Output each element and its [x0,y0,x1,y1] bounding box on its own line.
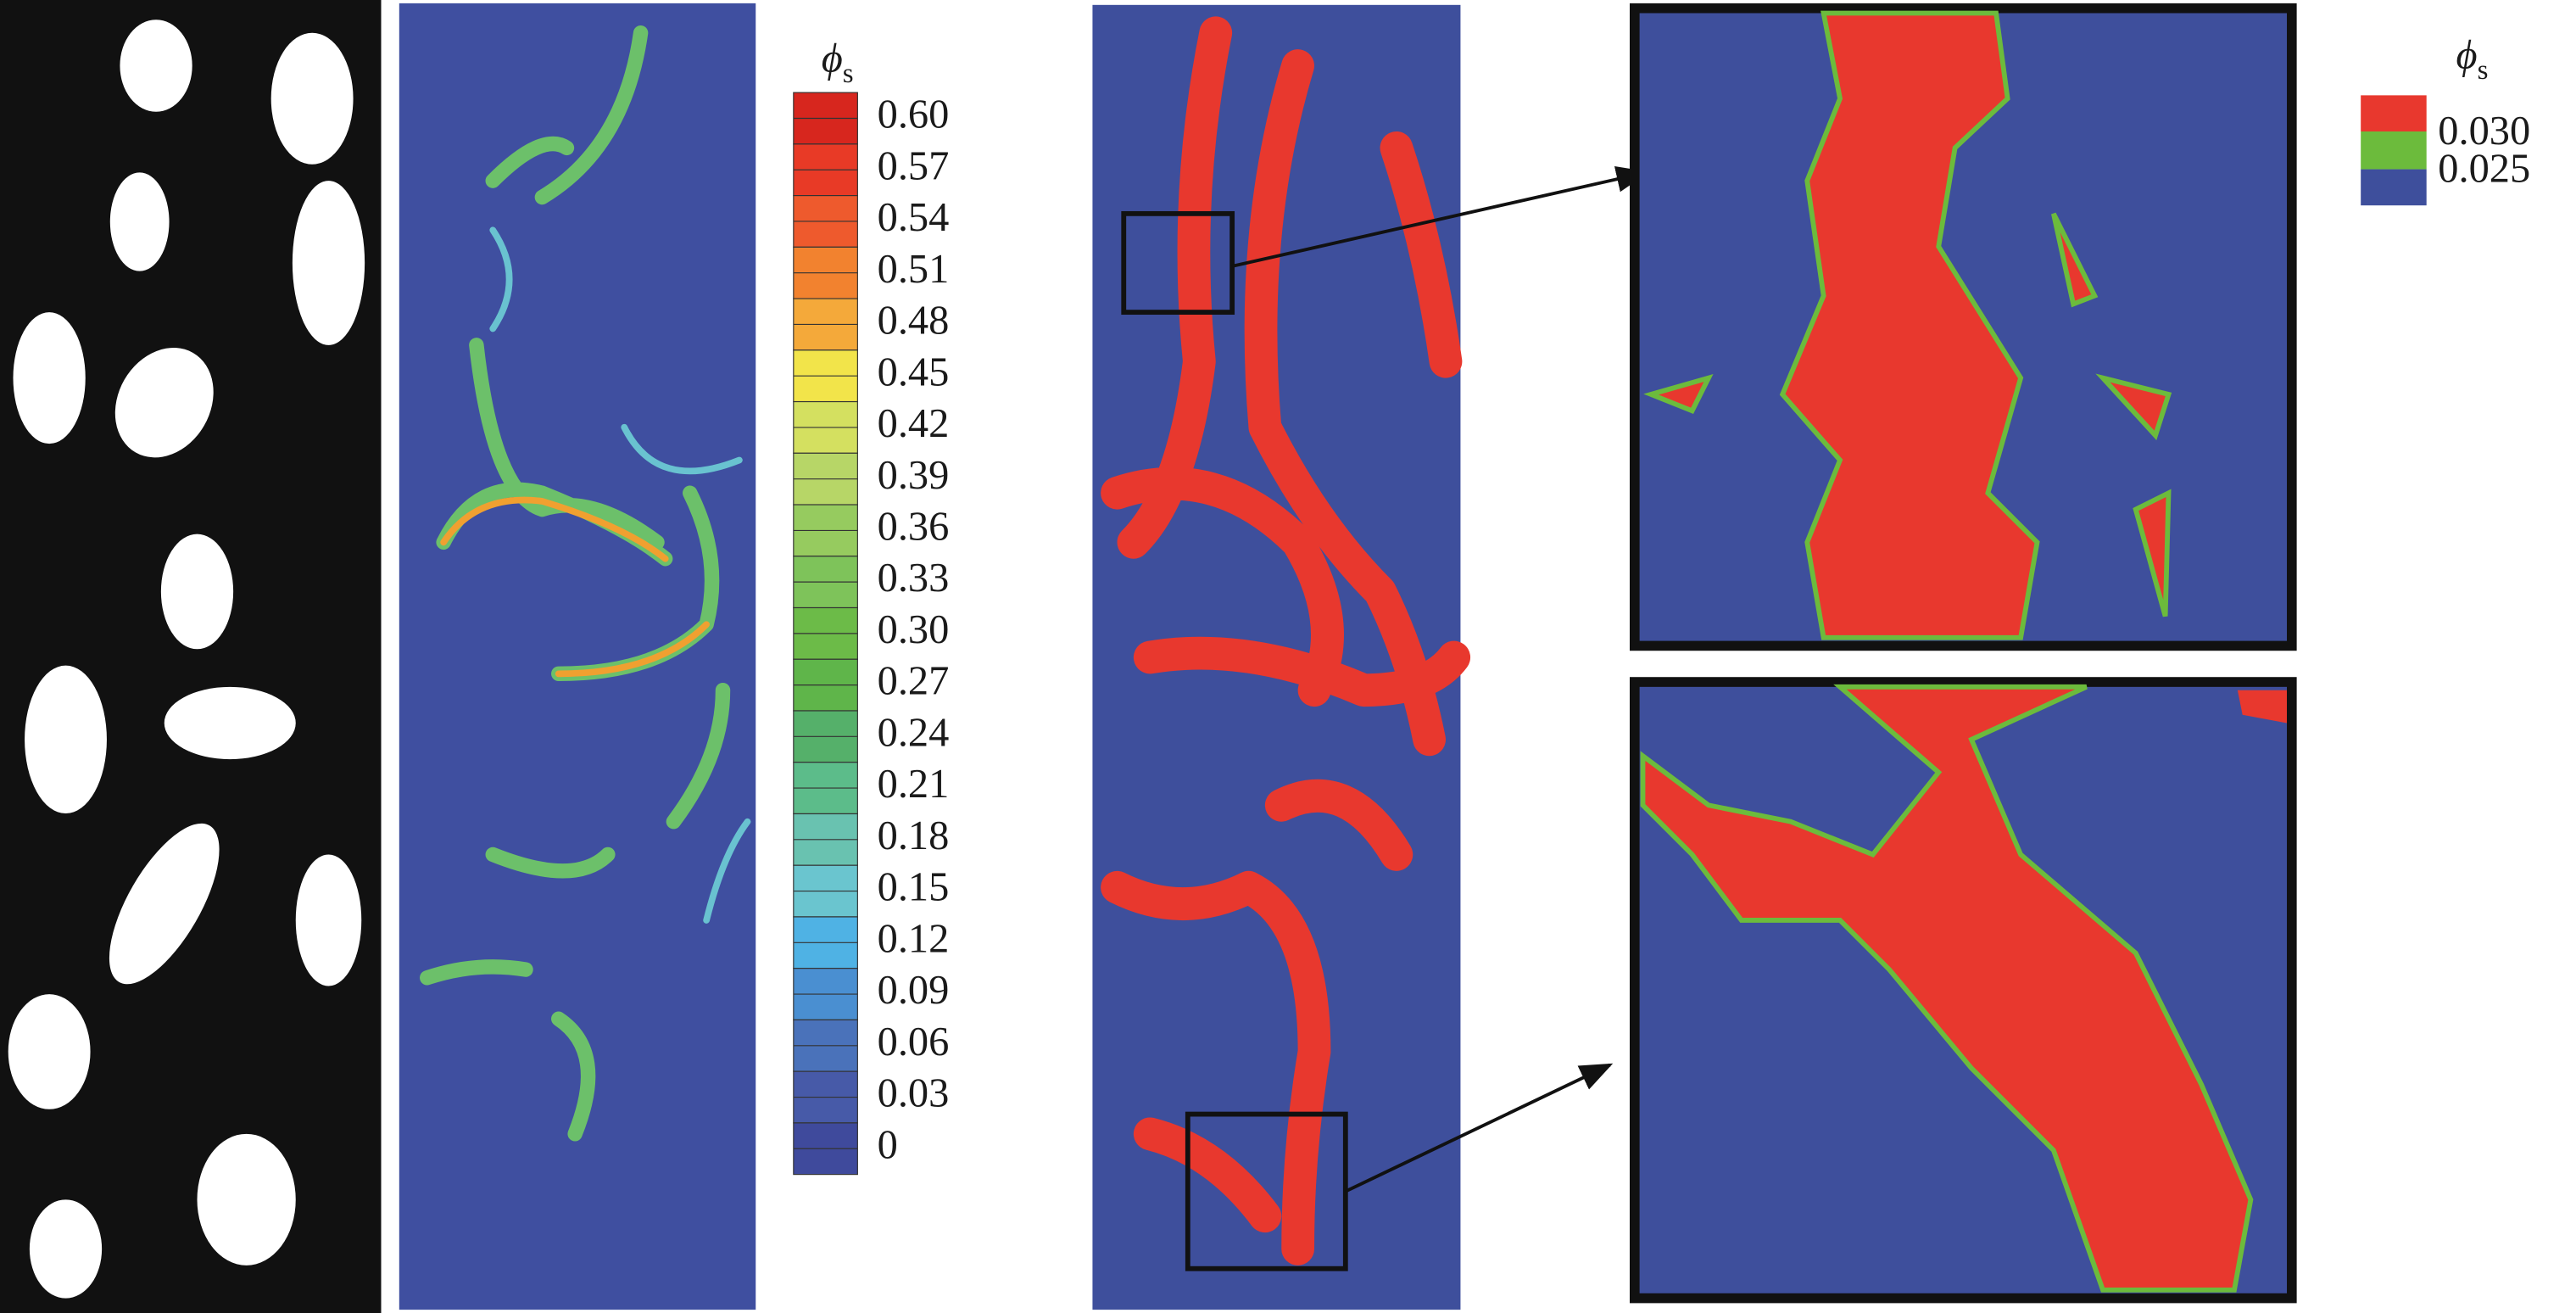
cluster-fringe [489,226,751,924]
zoom-box [1121,210,1235,316]
title-subscript: s [2478,55,2489,86]
void [114,347,214,458]
tick-label: 0.15 [878,865,950,910]
void [295,854,362,986]
color-swatch [2361,169,2427,206]
color-swatch [2361,131,2427,170]
void [270,32,354,165]
arrow [1231,166,1650,268]
tick-label: 0.51 [878,247,950,292]
tick-label: 0.30 [878,607,950,652]
tick-label: 0.24 [878,710,950,755]
title-symbol: ϕ [2456,33,2478,78]
tick-label: 0.39 [878,453,950,498]
tick-label: 0.54 [878,195,950,240]
cluster [1779,10,2040,640]
void [29,1199,103,1299]
title-symbol: ϕ [822,36,843,81]
level-label: 0.025 [2438,147,2530,192]
void [8,994,91,1109]
void [13,312,86,444]
tick-label: 0.06 [878,1020,950,1064]
voids [8,20,365,1299]
tick-label: 0.27 [878,659,950,704]
void [164,686,296,760]
color-swatch [2361,95,2427,131]
zoom-panel [1630,677,2297,1304]
clusters [1101,16,1471,1266]
void [120,20,192,112]
tick-label: 0.48 [878,299,950,344]
field-background [399,3,756,1310]
void [160,534,234,650]
tick-label: 0.09 [878,968,950,1013]
void [197,1133,296,1266]
clusters [420,25,751,1142]
particle-panel [0,0,382,1313]
colorbar: ϕs 0.60 0.57 0.54 0.51 0.48 0.45 0.42 0.39 0.36 0… [793,36,950,1176]
void [109,823,220,985]
colorbar-title: ϕs [822,36,854,89]
tick-label: 0.42 [878,401,950,446]
tick-label: 0.36 [878,505,950,550]
tick-label: 0.33 [878,556,950,601]
tick-label: 0.21 [878,762,950,807]
zoom-panel [1630,3,2297,651]
tick-label: 0.12 [878,916,950,961]
tick-label: 0.57 [878,143,950,188]
title-subscript: s [843,59,854,89]
cluster-fragment [2237,690,2287,724]
void [25,665,107,814]
tick-label: 0.18 [878,813,950,858]
cluster-fragment [1643,212,2172,617]
tick-label: 0.60 [878,92,950,137]
threshold-panel [1092,4,1650,1310]
tick-label: 0.03 [878,1071,950,1116]
cluster [1101,16,1471,1266]
cluster-core [440,496,710,678]
void [109,172,170,271]
tick-label: 0.45 [878,349,950,394]
void [292,181,365,345]
cluster [1640,684,2254,1293]
legend-title: ϕs [2456,33,2489,86]
tick-label: 0 [878,1122,898,1167]
concentration-panel [399,3,756,1310]
arrow [1344,1063,1614,1193]
level-label: 0.030 [2438,109,2530,154]
